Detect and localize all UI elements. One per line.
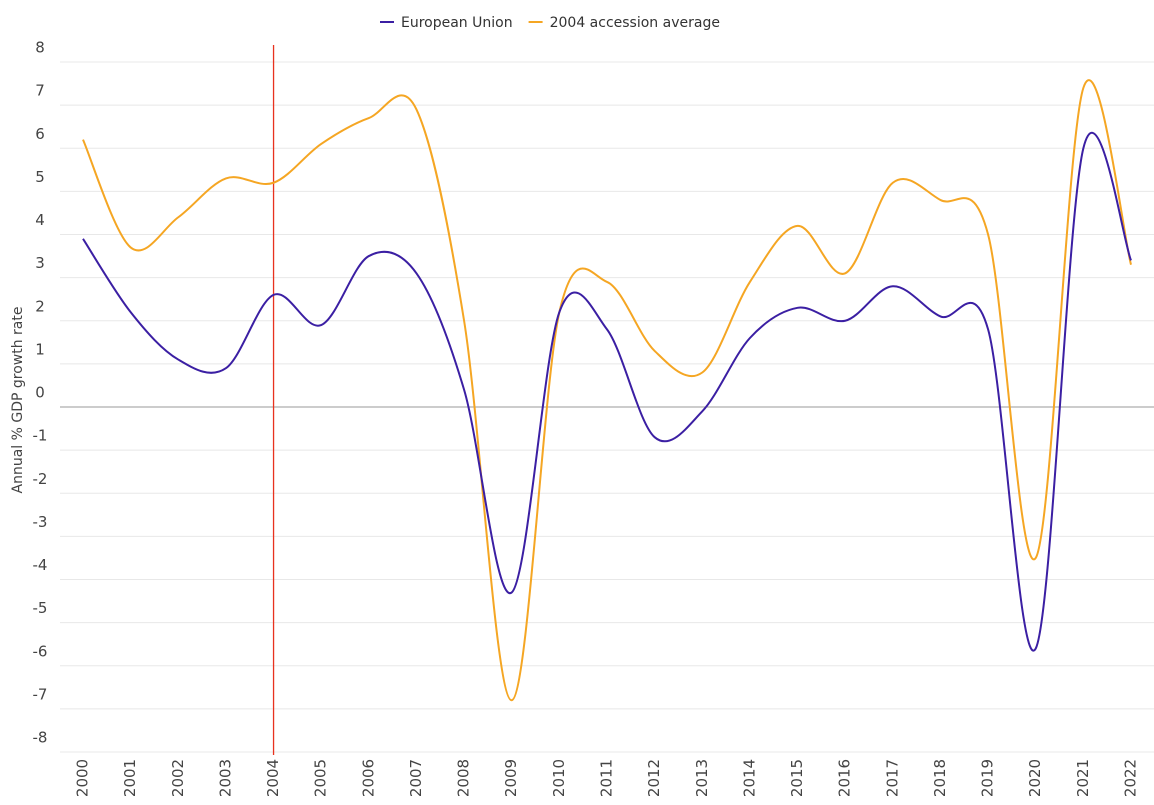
x-tick-label: 2006	[359, 759, 377, 797]
x-tick-label: 2012	[645, 759, 663, 797]
x-tick-label: 2007	[407, 759, 425, 797]
y-tick-label: 2	[35, 297, 45, 315]
y-tick-label: -2	[33, 470, 48, 488]
y-tick-label: -6	[33, 642, 48, 660]
x-tick-label: 2021	[1074, 759, 1092, 797]
y-tick-label: 7	[35, 82, 45, 100]
x-tick-label: 2013	[693, 759, 711, 797]
x-tick-label: 2014	[740, 759, 758, 797]
y-tick-label: -1	[33, 427, 48, 445]
x-tick-label: 2003	[216, 759, 234, 797]
y-tick-label: 1	[35, 340, 45, 358]
y-axis-label: Annual % GDP growth rate	[10, 307, 26, 494]
legend: European Union 2004 accession average	[380, 15, 720, 31]
x-tick-label: 2020	[1026, 759, 1044, 797]
y-tick-label: 3	[35, 254, 45, 272]
x-tick-label: 2017	[883, 759, 901, 797]
y-tick-label: -4	[33, 556, 48, 574]
legend-label: European Union	[401, 15, 513, 31]
series-line	[82, 131, 1132, 652]
y-tick-label: 8	[35, 39, 45, 57]
x-tick-label: 2018	[931, 759, 949, 797]
y-tick-label: 4	[35, 211, 45, 229]
x-tick-label: 2009	[502, 759, 520, 797]
x-tick-label: 2011	[598, 759, 616, 797]
y-tick-label: 5	[35, 168, 45, 186]
x-tick-label: 2015	[788, 759, 806, 797]
y-tick-label: -8	[33, 729, 48, 747]
x-tick-label: 2005	[312, 759, 330, 797]
x-tick-label: 2004	[264, 759, 282, 797]
x-tick-label: 2008	[455, 759, 473, 797]
y-tick-label: -3	[33, 513, 48, 531]
x-tick-label: 2002	[169, 759, 187, 797]
y-tick-label: 6	[35, 125, 45, 143]
x-tick-label: 2022	[1122, 759, 1140, 797]
legend-label: 2004 accession average	[550, 15, 720, 31]
x-tick-label: 2016	[836, 759, 854, 797]
y-tick-label: 0	[35, 384, 45, 402]
x-tick-label: 2000	[74, 759, 92, 797]
x-tick-label: 2001	[121, 759, 139, 797]
x-tick-label: 2019	[979, 759, 997, 797]
y-tick-label: -7	[33, 685, 48, 703]
series-line	[82, 79, 1132, 702]
x-tick-label: 2010	[550, 759, 568, 797]
y-tick-label: -5	[33, 599, 48, 617]
